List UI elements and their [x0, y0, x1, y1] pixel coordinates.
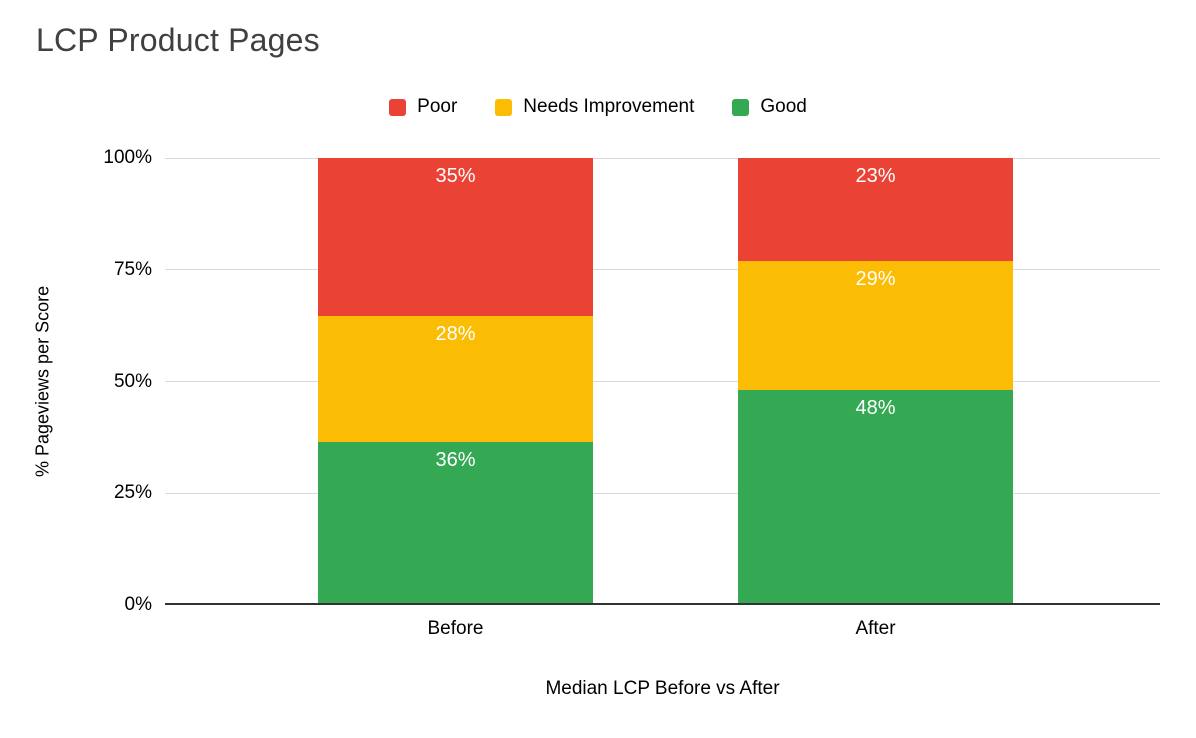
- stacked-bar-after: 23% 29% 48%: [738, 158, 1013, 605]
- y-tick-label-100: 100%: [103, 147, 152, 168]
- x-tick-label-before: Before: [427, 618, 484, 639]
- data-label: 29%: [855, 267, 896, 290]
- bar-segment-good: 48%: [738, 390, 1013, 605]
- bar-segment-needs-improvement: 28%: [318, 316, 593, 443]
- legend-item-good: Good: [732, 96, 807, 118]
- stacked-bar-before: 35% 28% 36%: [318, 158, 593, 605]
- gridline-50: [165, 381, 1160, 382]
- data-label: 36%: [435, 449, 476, 472]
- x-tick-label-after: After: [855, 618, 896, 639]
- gridline-25: [165, 492, 1160, 494]
- legend-item-poor: Poor: [389, 96, 457, 118]
- y-tick-label-75: 75%: [113, 258, 152, 280]
- legend-label: Good: [760, 96, 807, 117]
- chart-title: LCP Product Pages: [36, 22, 320, 58]
- legend: Poor Needs Improvement Good: [0, 96, 1196, 118]
- legend-swatch-icon: [389, 98, 407, 116]
- legend-item-needs-improvement: Needs Improvement: [495, 96, 694, 118]
- bar-segment-poor: 23%: [738, 158, 1013, 261]
- data-label: 28%: [435, 323, 476, 346]
- y-axis-title: % Pageviews per Score: [32, 285, 53, 478]
- bar-segment-poor: 35%: [318, 158, 593, 317]
- y-tick-label-50: 50%: [113, 370, 152, 392]
- x-axis-line: [165, 603, 1160, 605]
- legend-swatch-icon: [495, 98, 513, 116]
- legend-swatch-icon: [732, 98, 750, 116]
- x-axis-title: Median LCP Before vs After: [545, 678, 780, 699]
- bar-segment-good: 36%: [318, 442, 593, 605]
- bar-segment-needs-improvement: 29%: [738, 260, 1013, 391]
- gridline-75: [165, 269, 1160, 271]
- data-label: 35%: [435, 165, 476, 187]
- y-tick-label-25: 25%: [113, 482, 152, 504]
- plot-area: 0% 25% 50% 75% 100% 35% 28% 36% Before 23% 29% 48% A…: [103, 147, 1160, 639]
- legend-label: Poor: [417, 96, 458, 117]
- legend-label: Needs Improvement: [523, 96, 695, 117]
- data-label: 23%: [855, 165, 896, 187]
- data-label: 48%: [855, 397, 896, 420]
- y-tick-label-0: 0%: [124, 594, 152, 615]
- gridline-100: [165, 157, 1160, 159]
